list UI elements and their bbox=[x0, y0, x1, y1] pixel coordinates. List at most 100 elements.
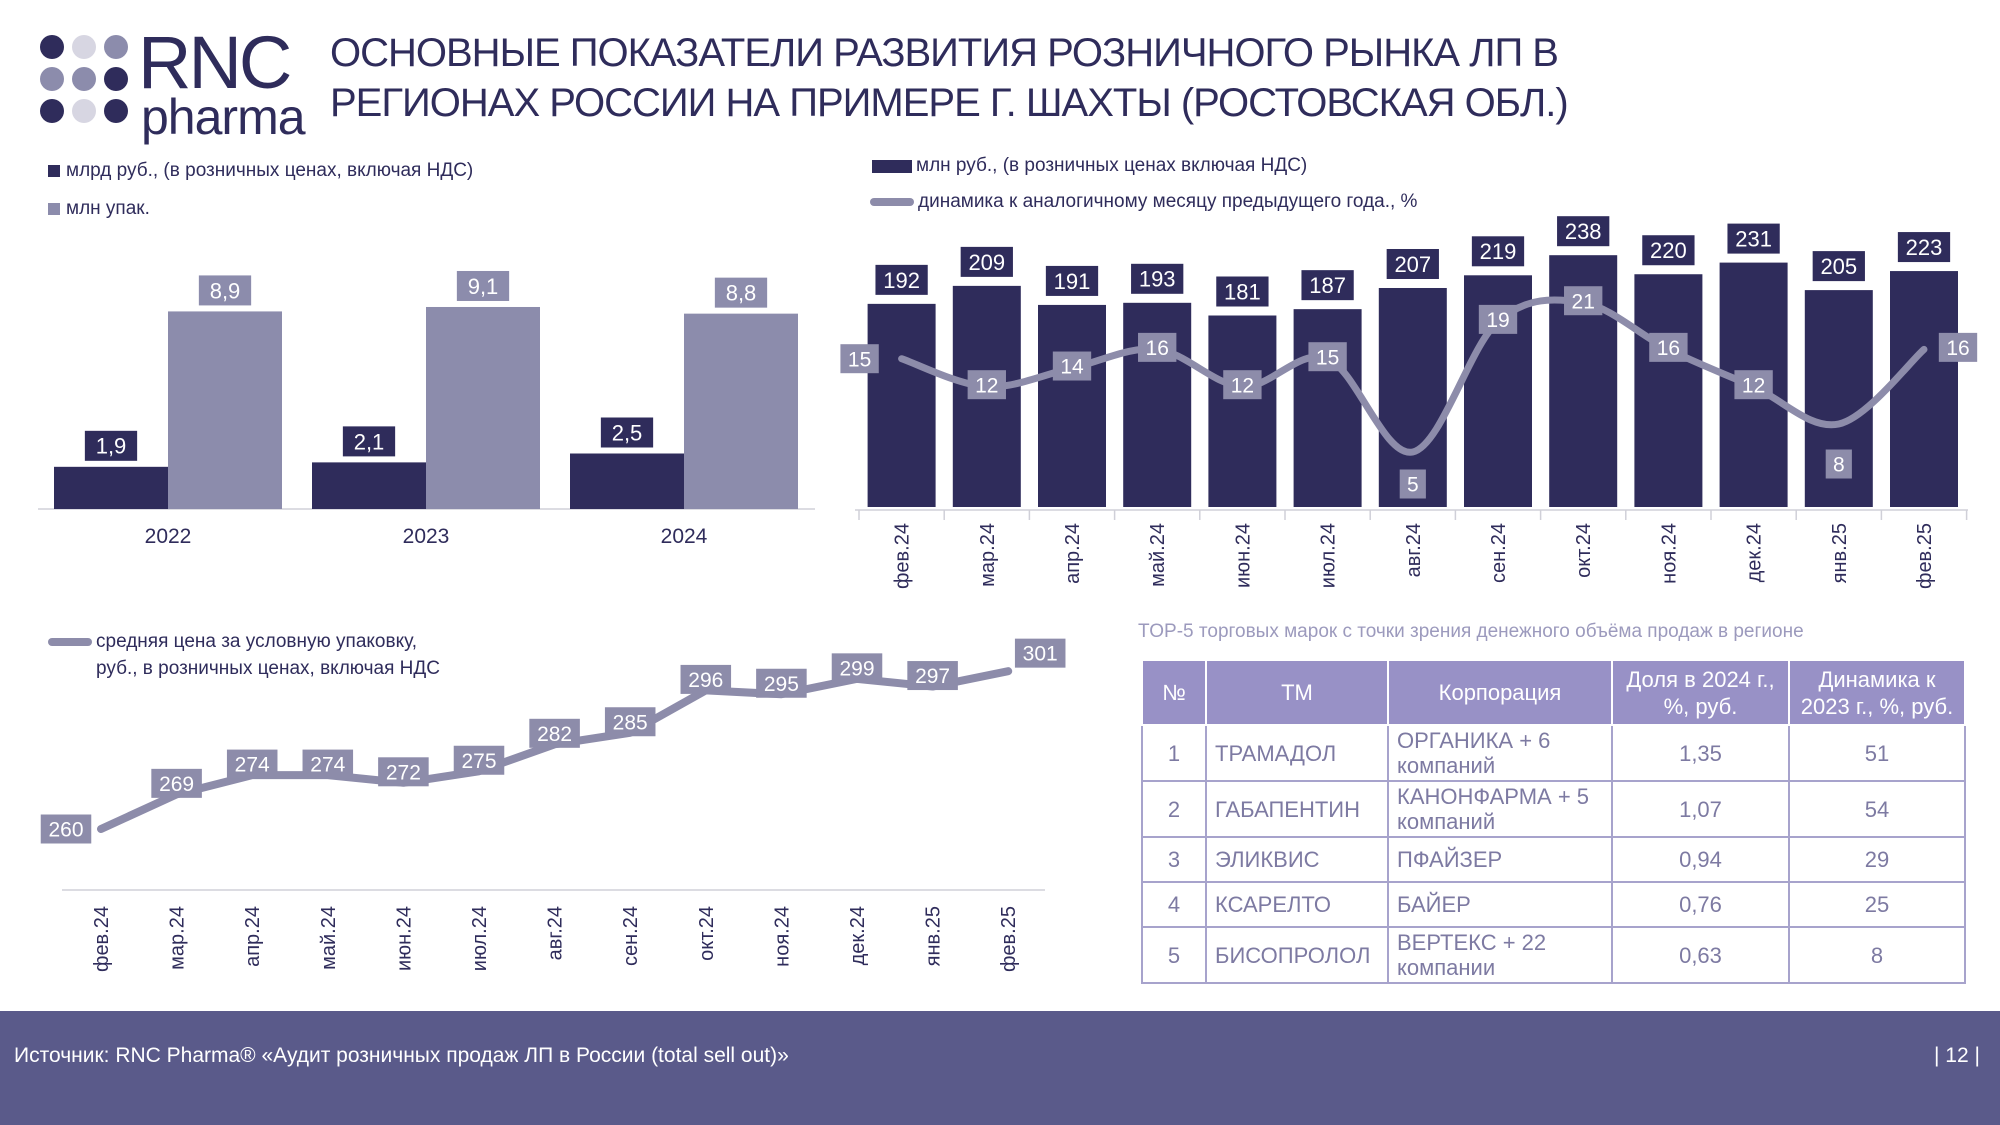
logo-dot bbox=[40, 35, 64, 59]
bar-value-label: 219 bbox=[1480, 239, 1517, 264]
data-label: 8,8 bbox=[726, 281, 757, 306]
table-header-row: № ТМ Корпорация Доля в 2024 г., %, руб. … bbox=[1141, 659, 1966, 726]
data-label: 2,1 bbox=[354, 429, 385, 454]
x-tick-label: май.24 bbox=[1147, 523, 1169, 587]
x-tick-label: янв.25 bbox=[1829, 523, 1851, 583]
bar-value-label: 191 bbox=[1054, 269, 1091, 294]
line-value-label: 16 bbox=[1946, 337, 1969, 360]
data-label-box bbox=[456, 270, 510, 301]
data-label: 2,5 bbox=[612, 420, 643, 445]
price-value-label-box bbox=[151, 768, 202, 798]
x-tick-label: июл.24 bbox=[1318, 523, 1340, 588]
price-value-label: 272 bbox=[386, 761, 421, 784]
data-label-box bbox=[84, 430, 138, 461]
data-label-box bbox=[198, 275, 252, 306]
table-cell: КСАРЕЛТО bbox=[1205, 881, 1389, 928]
price-value-label-box bbox=[226, 749, 278, 779]
legend-label: млрд руб., (в розничных ценах, включая Н… bbox=[66, 160, 474, 181]
bar-value-label-box bbox=[1642, 235, 1695, 266]
price-value-label-box bbox=[1014, 638, 1066, 668]
x-tick-label: 2022 bbox=[145, 525, 192, 548]
logo-text-main: RNC bbox=[138, 21, 292, 104]
table-cell: 0,76 bbox=[1611, 881, 1790, 928]
table-cell: ТРАМАДОЛ bbox=[1205, 724, 1389, 782]
logo-dot bbox=[104, 35, 128, 59]
line-value-label-box bbox=[1052, 351, 1092, 381]
bar-value-label-box bbox=[875, 264, 928, 295]
line-value-label: 16 bbox=[1657, 337, 1680, 360]
bar bbox=[54, 466, 168, 509]
bar-value-label-box bbox=[1131, 263, 1184, 294]
table-header-cell: Доля в 2024 г., %, руб. bbox=[1611, 659, 1790, 726]
bar-value-label: 205 bbox=[1820, 254, 1857, 279]
table-header-cell: № bbox=[1141, 659, 1207, 726]
price-value-label-box bbox=[529, 718, 580, 748]
x-tick-label: авг.24 bbox=[545, 906, 567, 960]
x-tick-label: июн.24 bbox=[393, 906, 415, 971]
price-value-label: 260 bbox=[48, 819, 83, 842]
x-tick-label: мар.24 bbox=[167, 906, 189, 970]
legend-label: млн упак. bbox=[66, 198, 150, 219]
table-cell: ПФАЙЗЕР bbox=[1387, 836, 1613, 883]
x-tick-label: апр.24 bbox=[1062, 523, 1084, 584]
price-value-label-box bbox=[831, 653, 883, 683]
bar-value-label: 193 bbox=[1139, 267, 1176, 292]
price-value-label: 269 bbox=[159, 773, 194, 796]
line-value-label-box bbox=[840, 344, 879, 374]
bar-value-label-box bbox=[1471, 236, 1525, 267]
bar bbox=[1208, 315, 1277, 507]
legend-swatch bbox=[48, 638, 92, 646]
bar-value-label-box bbox=[1045, 265, 1099, 296]
line-value-label: 19 bbox=[1486, 309, 1509, 332]
bar-value-label-box bbox=[1301, 270, 1354, 301]
data-label-box bbox=[342, 426, 396, 457]
bar bbox=[168, 311, 282, 509]
bar-value-label: 238 bbox=[1565, 219, 1602, 244]
line-value-label-box bbox=[1399, 469, 1426, 499]
x-tick-label: авг.24 bbox=[1403, 523, 1425, 577]
x-tick-label: фев.25 bbox=[998, 906, 1020, 972]
x-tick-label: фев.24 bbox=[892, 523, 914, 589]
logo-dot bbox=[72, 35, 96, 59]
bar-value-label: 181 bbox=[1224, 279, 1261, 304]
price-value-label-box bbox=[378, 757, 429, 787]
line-value-label-box bbox=[1564, 286, 1603, 316]
data-label-box bbox=[600, 417, 654, 448]
bar bbox=[312, 462, 426, 509]
x-tick-label: июл.24 bbox=[469, 906, 491, 971]
x-tick-label: окт.24 bbox=[1573, 523, 1595, 578]
logo-dot bbox=[72, 67, 96, 91]
x-tick-label: 2024 bbox=[661, 525, 708, 548]
page-number: | 12 | bbox=[1934, 1044, 1980, 1067]
logo-dot bbox=[104, 67, 128, 91]
bar-value-label: 209 bbox=[968, 250, 1005, 275]
x-tick-label: фев.24 bbox=[91, 906, 113, 972]
price-value-label: 275 bbox=[461, 750, 496, 773]
line-value-label-box bbox=[1308, 342, 1347, 372]
line-value-label-box bbox=[1223, 370, 1262, 400]
price-value-label-box bbox=[680, 664, 732, 694]
bar-value-label: 220 bbox=[1650, 238, 1687, 263]
logo-text-sub: pharma bbox=[141, 89, 306, 145]
price-value-label: 299 bbox=[839, 657, 874, 680]
data-label: 9,1 bbox=[468, 274, 499, 299]
table-cell: БАЙЕР bbox=[1387, 881, 1613, 928]
table-cell: БИСОПРОЛОЛ bbox=[1205, 926, 1389, 984]
price-value-label: 274 bbox=[235, 754, 270, 777]
table-cell: 25 bbox=[1788, 881, 1966, 928]
x-tick-label: дек.24 bbox=[847, 906, 869, 965]
price-value-label-box bbox=[907, 661, 958, 691]
rnc-pharma-logo: RNC pharma bbox=[38, 26, 306, 142]
table-cell: ГАБАПЕНТИН bbox=[1205, 780, 1389, 838]
logo-dots-icon bbox=[38, 32, 138, 128]
x-tick-label: дек.24 bbox=[1744, 523, 1766, 582]
line-value-label-box bbox=[1649, 332, 1688, 362]
bar bbox=[1293, 309, 1362, 507]
price-value-label-box bbox=[756, 668, 807, 698]
logo-dot bbox=[72, 99, 96, 123]
bar-value-label-box bbox=[1386, 248, 1439, 279]
legend-swatch bbox=[48, 165, 60, 177]
line-value-label: 12 bbox=[1742, 374, 1765, 397]
bar-value-label-box bbox=[1812, 251, 1865, 282]
